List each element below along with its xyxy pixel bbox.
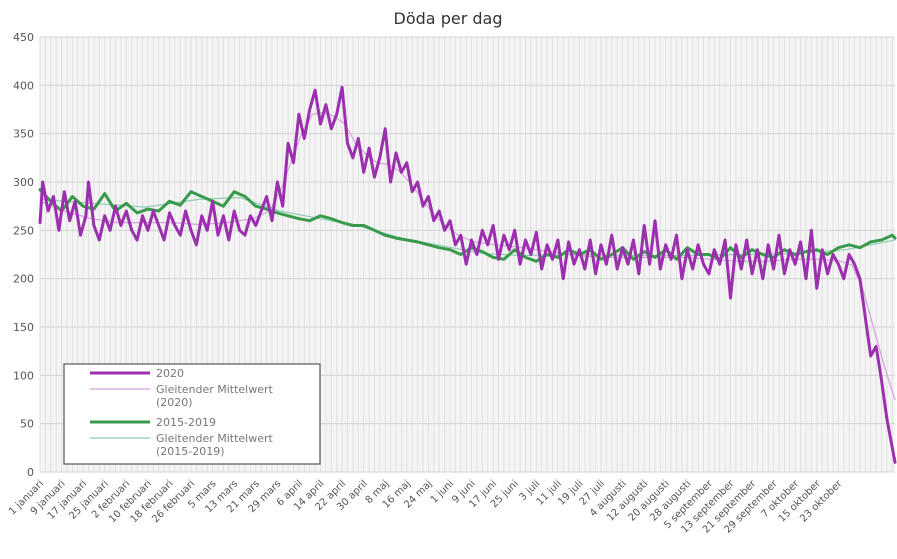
y-tick-label: 100 <box>13 369 34 382</box>
y-tick-label: 250 <box>13 224 34 237</box>
legend-box <box>63 363 321 465</box>
y-tick-label: 200 <box>13 273 34 286</box>
chart-title: Döda per dag <box>394 9 503 28</box>
series-lines <box>38 85 897 464</box>
legend-label: 2015-2019 <box>156 416 216 429</box>
y-tick-label: 0 <box>27 466 34 479</box>
series-line-0 <box>38 85 897 464</box>
y-tick-label: 150 <box>13 321 34 334</box>
legend-label: Gleitender Mittelwert <box>156 383 274 396</box>
y-tick-label: 50 <box>20 418 34 431</box>
legend-label: Gleitender Mittelwert <box>156 432 274 445</box>
y-tick-label: 300 <box>13 176 34 189</box>
y-tick-label: 350 <box>13 128 34 141</box>
x-tick-label: 1 juni <box>429 478 456 505</box>
legend-label: 2020 <box>156 367 184 380</box>
legend-label: (2015-2019) <box>156 445 225 458</box>
y-tick-label: 400 <box>13 79 34 92</box>
y-axis: 0 50 100 150 200 250 300 350 400 450 <box>13 31 34 479</box>
y-tick-label: 450 <box>13 31 34 44</box>
legend-label: (2020) <box>156 396 193 409</box>
